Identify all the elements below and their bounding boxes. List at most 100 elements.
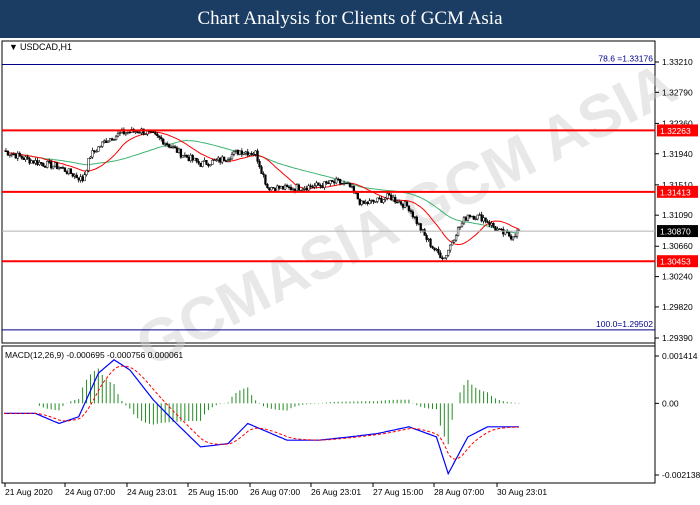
candle-body bbox=[171, 146, 175, 148]
fast-ma-line bbox=[3, 131, 520, 246]
candle-body bbox=[356, 193, 359, 200]
candle-body bbox=[232, 151, 236, 155]
candle-body bbox=[264, 174, 267, 185]
candle-body bbox=[191, 155, 194, 161]
candle-body bbox=[207, 164, 210, 167]
level-price-label: 1.32263 bbox=[660, 126, 691, 136]
candle-body bbox=[42, 163, 45, 167]
candle-body bbox=[101, 141, 104, 147]
candle-body bbox=[452, 239, 456, 243]
candle-body bbox=[87, 158, 90, 171]
candle-body bbox=[8, 154, 12, 156]
candle-body bbox=[508, 232, 511, 237]
candle-body bbox=[441, 257, 444, 260]
price-axis-label: 1.31510 bbox=[662, 180, 693, 190]
candle-body bbox=[148, 131, 151, 133]
candle-body bbox=[234, 150, 238, 152]
candle-body bbox=[484, 217, 487, 222]
candle-body bbox=[36, 160, 39, 165]
candle-body bbox=[419, 223, 422, 231]
chart-stage: GCMASIA GCM ASIA ▼ USDCAD,H1 MACD(12,26,… bbox=[0, 38, 700, 500]
level-price-tag bbox=[657, 124, 698, 137]
candle-body bbox=[338, 178, 342, 184]
candle-body bbox=[421, 229, 424, 231]
candle-body bbox=[403, 201, 407, 208]
current-price: 1.30870 bbox=[2, 225, 698, 238]
candle-body bbox=[388, 193, 391, 196]
chart-banner-title: Chart Analysis for Clients of GCM Asia bbox=[0, 0, 700, 38]
fast-moving-average bbox=[3, 131, 520, 246]
candle-body bbox=[482, 217, 485, 222]
candle-body bbox=[79, 176, 82, 181]
macd-axis-label: 0.001414 bbox=[662, 351, 698, 361]
price-axis-label: 1.30660 bbox=[662, 241, 693, 251]
candle-body bbox=[392, 197, 395, 201]
candle-body bbox=[110, 138, 114, 141]
fibonacci-levels: 78.6 =1.33176 100.0=1.29502 bbox=[2, 53, 655, 331]
candle-body bbox=[144, 133, 147, 136]
candle-body bbox=[472, 215, 475, 220]
candle-body bbox=[136, 131, 139, 134]
candle-body bbox=[327, 182, 330, 185]
candle-body bbox=[456, 227, 460, 236]
candle-body bbox=[309, 185, 312, 187]
candle-body bbox=[466, 214, 470, 221]
symbol-triangle-icon[interactable]: ▼ bbox=[9, 42, 18, 52]
price-axis-label: 1.30240 bbox=[662, 272, 693, 282]
candle-body bbox=[431, 246, 434, 249]
price-axis-label: 1.33210 bbox=[662, 57, 693, 67]
candle-body bbox=[509, 235, 513, 240]
candle-body bbox=[362, 200, 365, 204]
candle-body bbox=[301, 189, 304, 191]
macd-plot-frame bbox=[1, 345, 656, 484]
candle-body bbox=[437, 248, 440, 254]
candle-body bbox=[81, 176, 84, 182]
candle-body bbox=[142, 128, 145, 135]
candle-body bbox=[240, 150, 243, 155]
candle-body bbox=[266, 184, 269, 188]
candlesticks bbox=[4, 126, 521, 262]
candle-body bbox=[195, 157, 198, 162]
macd-line bbox=[4, 359, 519, 476]
candle-body bbox=[213, 159, 216, 161]
usdcad-chart[interactable]: GCMASIA GCM ASIA ▼ USDCAD,H1 MACD(12,26,… bbox=[0, 38, 700, 500]
candle-body bbox=[258, 161, 261, 168]
candle-body bbox=[494, 226, 497, 231]
candle-body bbox=[99, 146, 102, 148]
support-resistance-levels: 1.32263 1.31413 1.30453 bbox=[2, 124, 698, 268]
candle-body bbox=[411, 211, 415, 217]
candle-body bbox=[337, 178, 340, 180]
candle-body bbox=[167, 144, 171, 148]
level-price-label: 1.31413 bbox=[660, 187, 691, 197]
symbol-label: USDCAD,H1 bbox=[20, 42, 72, 52]
candle-body bbox=[203, 160, 206, 162]
candle-body bbox=[150, 131, 153, 133]
candle-body bbox=[386, 193, 389, 199]
candle-body bbox=[274, 187, 277, 192]
candle-body bbox=[164, 143, 167, 145]
candle-body bbox=[44, 165, 47, 168]
candle-body bbox=[358, 198, 361, 205]
candle-body bbox=[331, 180, 334, 182]
candle-body bbox=[71, 173, 74, 177]
time-axis-label: 26 Aug 23:01 bbox=[311, 487, 361, 497]
candle-body bbox=[193, 157, 196, 161]
candle-body bbox=[103, 140, 106, 143]
candle-body bbox=[496, 228, 499, 231]
candle-body bbox=[40, 162, 43, 164]
candle-body bbox=[91, 150, 94, 158]
candle-body bbox=[464, 217, 468, 221]
candle-body bbox=[22, 157, 25, 160]
candle-body bbox=[224, 160, 228, 162]
candle-body bbox=[295, 184, 299, 192]
candle-body bbox=[236, 150, 240, 155]
candle-body bbox=[6, 150, 10, 156]
candle-body bbox=[366, 202, 369, 205]
candle-body bbox=[399, 201, 403, 205]
candle-body bbox=[407, 205, 411, 211]
candle-body bbox=[325, 181, 328, 184]
candle-body bbox=[246, 151, 249, 156]
candle-body bbox=[427, 238, 430, 241]
current-price-label: 1.30870 bbox=[660, 227, 691, 237]
candle-body bbox=[486, 221, 489, 223]
